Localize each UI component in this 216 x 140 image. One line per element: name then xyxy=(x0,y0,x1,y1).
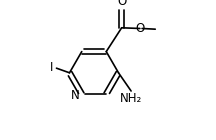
Text: NH₂: NH₂ xyxy=(120,92,142,105)
Text: O: O xyxy=(117,0,126,8)
Text: N: N xyxy=(71,89,80,102)
Text: O: O xyxy=(135,22,145,35)
Text: I: I xyxy=(50,61,53,74)
